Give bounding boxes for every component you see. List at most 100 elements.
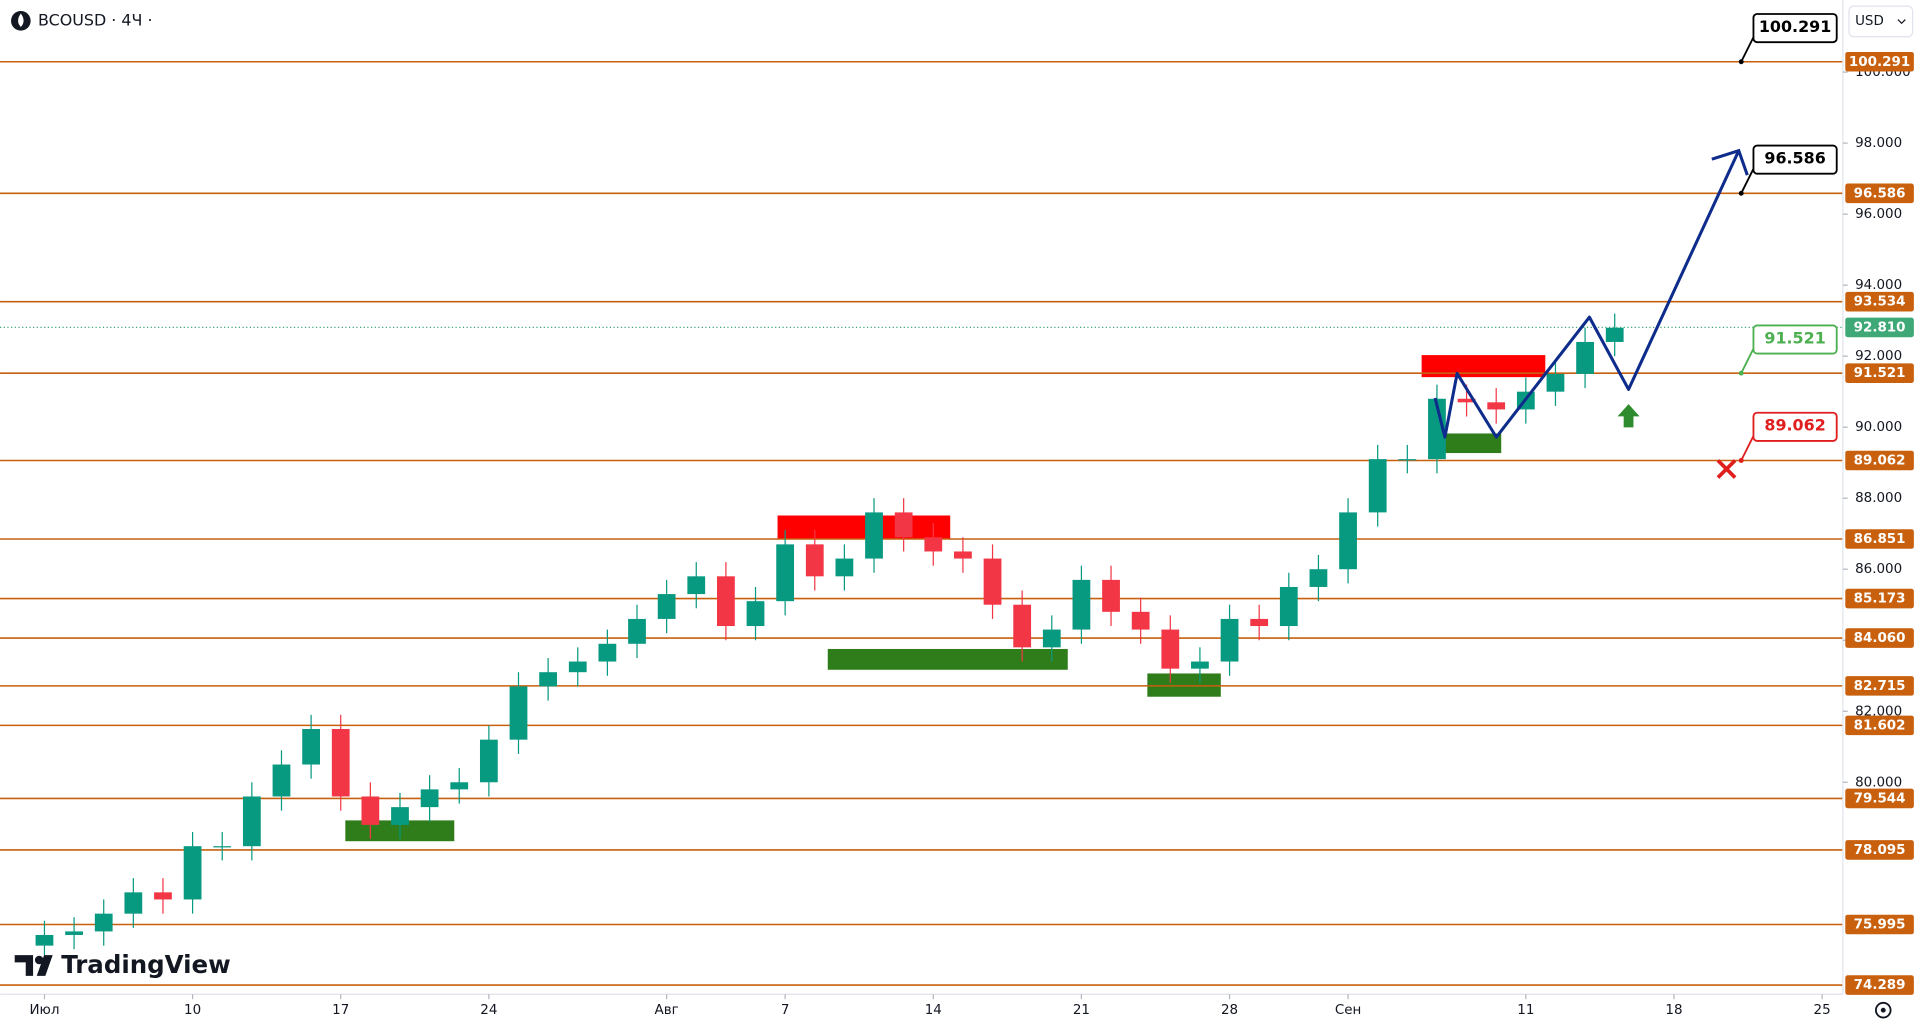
target-anchor	[1738, 59, 1744, 65]
demand-zone	[1442, 433, 1502, 454]
candle-body	[479, 739, 498, 783]
y-axis: 80.00082.00084.00086.00088.00090.00092.0…	[1842, 51, 1914, 995]
x-tick-label: 17	[332, 1003, 349, 1018]
level-label: 75.995	[1854, 917, 1906, 932]
candle-body	[539, 672, 558, 687]
target-anchor	[1738, 370, 1744, 376]
level-label-box	[1845, 628, 1914, 648]
candle-body	[242, 796, 261, 847]
candle-body	[628, 618, 646, 644]
candle-body	[302, 729, 320, 765]
y-tick-label: 80.000	[1855, 775, 1902, 790]
candle-body	[1368, 459, 1387, 513]
candle-body	[331, 729, 350, 797]
level-label-box	[1845, 51, 1914, 72]
symbol-title[interactable]: BCOUSD · 4Ч ·	[38, 10, 153, 29]
x-tick-label: 25	[1814, 1003, 1831, 1018]
candle-body	[657, 594, 676, 619]
x-tick-label: 24	[480, 1003, 497, 1018]
target-label: 100.291	[1759, 17, 1831, 36]
target-box	[1752, 411, 1838, 442]
x-tick-label: 7	[781, 1003, 790, 1018]
target-label: 89.062	[1764, 416, 1825, 435]
currency-label[interactable]: USD	[1855, 14, 1884, 29]
level-label: 91.521	[1854, 366, 1906, 381]
candle-body	[1576, 341, 1594, 374]
candle-body	[1191, 661, 1209, 669]
target-leader	[1740, 435, 1755, 461]
candle-body	[450, 782, 469, 790]
candle-body	[124, 892, 143, 914]
target-box	[1752, 13, 1838, 44]
level-label: 85.173	[1854, 592, 1906, 607]
candle-body	[65, 931, 83, 935]
price-axis	[1842, 0, 1920, 1031]
candle-body	[1309, 569, 1328, 587]
candle-body	[598, 643, 617, 662]
level-label: 96.586	[1854, 186, 1906, 201]
header: BCOUSD · 4Ч · USD	[11, 5, 1914, 1019]
candle-body	[35, 934, 54, 946]
x-tick-label: 11	[1517, 1003, 1534, 1018]
stop-cross	[1716, 459, 1737, 479]
level-label-box	[1845, 975, 1914, 995]
candle-body	[1546, 373, 1565, 392]
x-tick-label: 10	[184, 1003, 201, 1018]
candle-body	[687, 576, 706, 595]
level-label: 93.534	[1854, 295, 1906, 310]
level-label: 89.062	[1854, 453, 1906, 468]
level-label-box	[1845, 183, 1914, 204]
candle-body	[183, 846, 202, 900]
candle-body	[1072, 579, 1091, 630]
target-label: 96.586	[1764, 149, 1825, 168]
level-label-box	[1845, 715, 1914, 736]
y-tick-label: 98.000	[1855, 136, 1902, 151]
y-tick-label: 94.000	[1855, 278, 1902, 293]
candle-body	[361, 796, 380, 825]
settings-icon[interactable]	[1874, 1001, 1892, 1019]
candle-body	[154, 892, 172, 900]
candle-body	[1102, 579, 1120, 612]
candle-body	[924, 537, 943, 552]
y-tick-label: 86.000	[1855, 562, 1902, 577]
level-label: 81.602	[1854, 718, 1906, 733]
up-arrow	[1617, 404, 1640, 428]
candle-body	[420, 789, 439, 808]
target-box	[1752, 324, 1838, 355]
y-tick-label: 90.000	[1855, 420, 1902, 435]
level-label: 100.291	[1849, 55, 1910, 70]
candle-body	[776, 544, 795, 602]
candles	[35, 313, 1624, 960]
candle-body	[1279, 586, 1298, 627]
candle-body	[1339, 512, 1357, 570]
level-label-box	[1845, 840, 1914, 860]
target-anchor	[1738, 190, 1744, 196]
candle-body	[1161, 629, 1180, 669]
candle-body	[894, 512, 913, 538]
x-axis: Июл 10 17 24 Авг 7 14 21 28 Сен 11 18 25	[29, 994, 1831, 1018]
candle-body	[1398, 459, 1417, 461]
candle-body	[717, 576, 735, 627]
candle-body	[1013, 604, 1032, 648]
currency-button[interactable]	[1848, 5, 1914, 38]
projection-path	[1433, 149, 1741, 439]
y-tick-label: 92.000	[1855, 349, 1902, 364]
level-label: 79.544	[1854, 791, 1906, 806]
candle-body	[1605, 327, 1624, 342]
level-label: 78.095	[1854, 843, 1906, 858]
candle-body	[509, 686, 528, 740]
candle-body	[983, 558, 1002, 605]
settings-icon-center	[1880, 1007, 1886, 1013]
target-leader	[1740, 168, 1755, 194]
candle-body	[1250, 618, 1269, 627]
candle-body	[1457, 398, 1476, 403]
x-tick-label: 28	[1221, 1003, 1238, 1018]
candle-body	[391, 807, 409, 825]
candle-body	[805, 544, 824, 577]
candle-body	[1487, 402, 1506, 410]
level-label-box	[1845, 676, 1914, 696]
level-label: 86.851	[1854, 532, 1906, 547]
target-box	[1752, 144, 1838, 175]
